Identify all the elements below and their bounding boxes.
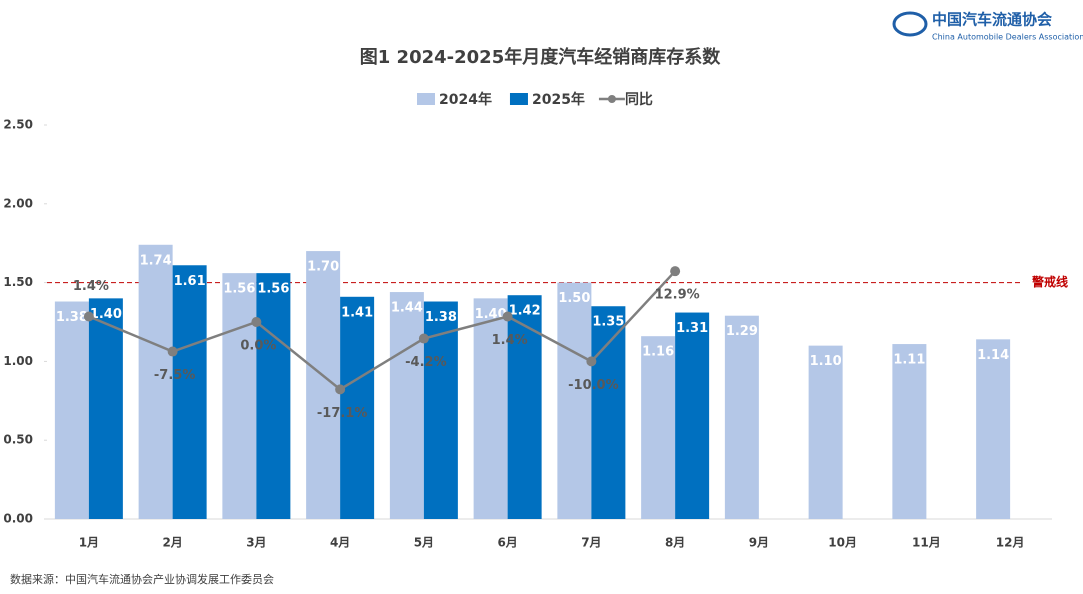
x-tick-label: 4月 bbox=[330, 536, 350, 550]
bar bbox=[808, 345, 843, 519]
x-tick-label: 6月 bbox=[497, 536, 517, 550]
x-tick-label: 2月 bbox=[162, 536, 182, 550]
data-label: 1.31 bbox=[676, 321, 708, 336]
y-tick-label: 2.50 bbox=[3, 118, 33, 132]
logo-name: 中国汽车流通协会 bbox=[932, 11, 1052, 29]
line-point bbox=[670, 266, 681, 277]
data-label: -7.5% bbox=[154, 368, 195, 383]
line-point bbox=[251, 317, 262, 327]
data-label: 1.14 bbox=[977, 348, 1009, 363]
logo-subtitle: China Automobile Dealers Association bbox=[932, 33, 1083, 42]
line-point bbox=[167, 346, 178, 357]
x-tick-label: 7月 bbox=[581, 536, 601, 550]
data-label: -4.2% bbox=[405, 355, 446, 370]
y-tick-label: 0.50 bbox=[3, 433, 33, 447]
data-label: 1.29 bbox=[726, 324, 758, 339]
bar bbox=[54, 301, 89, 519]
line-point bbox=[83, 311, 94, 322]
chart-title: 图1 2024-2025年月度汽车经销商库存系数 bbox=[360, 46, 721, 68]
legend-swatch bbox=[417, 93, 435, 105]
bar bbox=[892, 344, 927, 519]
data-label: 1.41 bbox=[341, 305, 373, 320]
x-tick-label: 11月 bbox=[912, 536, 941, 550]
y-tick-label: 1.50 bbox=[3, 275, 33, 289]
data-label: 12.9% bbox=[655, 288, 700, 303]
bar bbox=[976, 339, 1011, 519]
data-label: 1.40 bbox=[475, 307, 507, 322]
data-label: 1.10 bbox=[810, 354, 842, 369]
x-tick-label: 10月 bbox=[828, 536, 857, 550]
y-tick-label: 2.00 bbox=[3, 196, 33, 210]
bar bbox=[473, 298, 508, 519]
logo-icon bbox=[892, 11, 928, 37]
line-point bbox=[586, 356, 597, 367]
line bbox=[88, 270, 677, 391]
data-label: 1.38 bbox=[56, 310, 88, 325]
x-tick-label: 5月 bbox=[414, 536, 434, 550]
data-label: -10.0% bbox=[568, 378, 619, 393]
bar bbox=[256, 273, 291, 519]
data-label: 1.61 bbox=[174, 274, 206, 289]
legend-label: 2024年 bbox=[439, 91, 492, 108]
legend-swatch bbox=[607, 95, 616, 103]
x-tick-label: 9月 bbox=[749, 536, 769, 550]
data-label: 1.16 bbox=[642, 345, 674, 360]
bar bbox=[591, 306, 626, 519]
bar bbox=[88, 298, 123, 519]
bar bbox=[138, 244, 173, 519]
source: 数据来源：中国汽车流通协会产业协调发展工作委员会 bbox=[10, 572, 274, 586]
bar bbox=[172, 265, 207, 519]
data-label: 1.56 bbox=[223, 282, 255, 297]
data-label: 1.4% bbox=[492, 333, 528, 348]
legend-label: 同比 bbox=[625, 91, 653, 108]
y-tick-label: 1.00 bbox=[3, 354, 33, 368]
data-label: 0.0% bbox=[240, 339, 276, 354]
data-label: 1.56 bbox=[257, 282, 289, 297]
y-tick-label: 0.00 bbox=[3, 512, 33, 526]
bar bbox=[675, 312, 710, 519]
data-label: 1.38 bbox=[425, 310, 457, 325]
data-label: 1.74 bbox=[140, 253, 172, 268]
bar bbox=[724, 315, 759, 519]
data-label: 1.11 bbox=[893, 353, 925, 368]
data-label: 1.42 bbox=[509, 304, 541, 319]
data-label: 1.50 bbox=[558, 291, 590, 306]
data-label: 1.44 bbox=[391, 301, 423, 316]
data-label: 1.35 bbox=[592, 315, 624, 330]
threshold-label: 警戒线 bbox=[1031, 274, 1068, 289]
x-tick-label: 8月 bbox=[665, 536, 685, 550]
bar bbox=[389, 292, 424, 519]
logo: 中国汽车流通协会 China Automobile Dealers Associ… bbox=[892, 11, 1083, 42]
line-point bbox=[335, 384, 346, 395]
legend-label: 2025年 bbox=[532, 91, 585, 108]
data-label: 1.4% bbox=[73, 279, 109, 294]
bar bbox=[641, 336, 676, 519]
data-label: -17.1% bbox=[317, 406, 368, 421]
legend-swatch bbox=[509, 93, 528, 105]
bar bbox=[507, 295, 542, 519]
data-label: 1.40 bbox=[90, 307, 122, 322]
data-label: 1.70 bbox=[307, 260, 339, 275]
line-point bbox=[502, 311, 513, 322]
x-tick-label: 12月 bbox=[996, 536, 1025, 550]
x-tick-label: 1月 bbox=[79, 536, 99, 550]
bar bbox=[557, 282, 592, 519]
x-tick-label: 3月 bbox=[246, 536, 266, 550]
bar bbox=[222, 273, 257, 519]
line-point bbox=[418, 333, 429, 344]
bar bbox=[340, 296, 375, 519]
